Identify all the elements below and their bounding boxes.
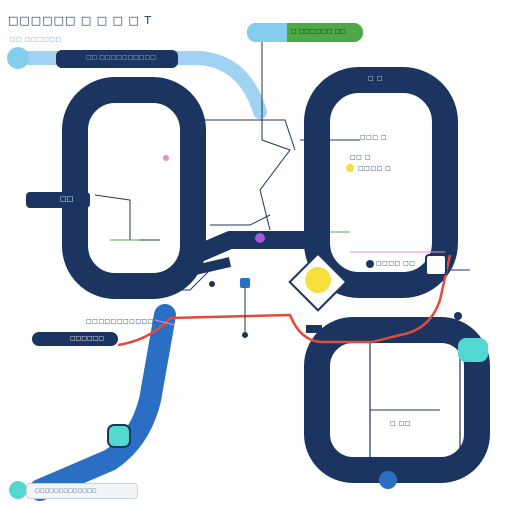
square-icon xyxy=(464,390,488,408)
yellow-hub-dot xyxy=(305,267,331,293)
mid-right-label-c: □□□□ □ xyxy=(358,165,392,172)
right-upper-loop-track xyxy=(304,67,458,298)
blue-line xyxy=(29,304,176,501)
green-connectors xyxy=(110,231,350,241)
mid-right-label-a: □□□ □ xyxy=(360,134,388,141)
station-node xyxy=(163,155,169,161)
center-link-track xyxy=(157,257,232,291)
right-lower-inner-frame xyxy=(369,341,461,463)
bottom-bar[interactable]: □□□□□□□□□□□□□ xyxy=(26,483,138,499)
mid-right-label-b: □□ □ xyxy=(350,154,371,161)
center-right-label: □□□□ □□ xyxy=(376,260,416,267)
bottom-left-node xyxy=(9,481,27,499)
teal-node-left xyxy=(107,424,131,448)
teal-node-right xyxy=(458,338,488,362)
lower-left-label-a: □ □□□ xyxy=(110,283,138,290)
thin-connectors xyxy=(94,40,470,411)
right-lower-loop-track xyxy=(304,317,490,483)
lower-left-bar[interactable]: □□□□□□ xyxy=(32,332,118,346)
station-node xyxy=(454,312,462,320)
light-blue-band xyxy=(11,51,267,119)
square-icon xyxy=(306,325,322,333)
header-title: □□□□□□ □ □ □ □ T xyxy=(8,14,153,27)
lower-right-label: □□ □ □□ xyxy=(380,285,416,292)
pink-connectors xyxy=(154,251,445,326)
left-loop-track xyxy=(62,77,206,299)
top-right-tag[interactable]: □ □□□□□□ □□ xyxy=(247,23,363,42)
station-node xyxy=(242,332,248,338)
bottom-right-label: □ □□ xyxy=(390,420,411,427)
station-node xyxy=(366,260,374,268)
square-icon xyxy=(464,368,488,386)
center-junction-track xyxy=(191,231,330,264)
station-node xyxy=(209,281,215,287)
header-subtitle: □□ □□□□□□ xyxy=(10,36,62,43)
right-arch-label: □ □ xyxy=(368,75,383,82)
top-left-bar[interactable]: □□ □□□□□□□□□□ xyxy=(56,50,178,68)
square-icon xyxy=(240,278,250,288)
top-left-node xyxy=(7,47,29,69)
lower-left-label-b: □□□□□□□□□□□ xyxy=(86,318,154,325)
left-arch-label: □ □ □ □ xyxy=(112,86,149,94)
red-line xyxy=(117,254,452,347)
station-node xyxy=(255,233,265,243)
station-node xyxy=(346,164,354,172)
mid-left-tag[interactable]: □□ xyxy=(26,192,90,208)
square-icon xyxy=(425,254,447,276)
station-node xyxy=(379,471,397,489)
